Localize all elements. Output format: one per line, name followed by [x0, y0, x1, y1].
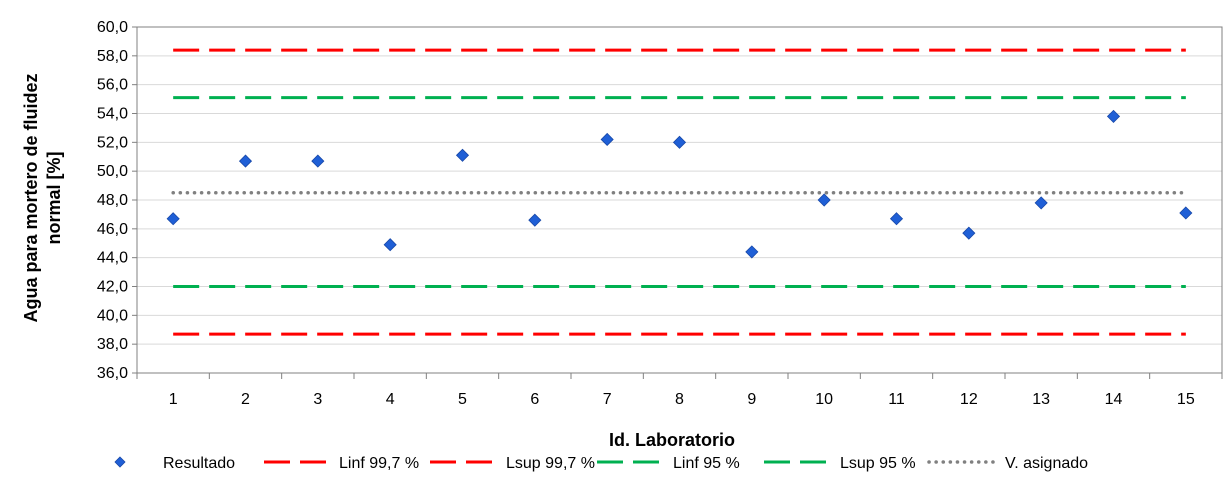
x-tick-label: 14: [1105, 391, 1123, 408]
x-tick-label: 13: [1032, 391, 1050, 408]
y-tick-label: 42,0: [97, 279, 128, 296]
data-point: [528, 213, 542, 227]
y-tick-labels: 36,0 38,0 40,0 42,0 44,0 46,0 48,0 50,0 52,0 54,0…: [97, 19, 128, 382]
data-point: [311, 154, 325, 168]
legend-label-linf-99-7: Linf 99,7 %: [339, 455, 419, 472]
data-point: [745, 245, 759, 259]
x-axis-title: Id. Laboratorio: [609, 430, 735, 450]
y-axis-title-line1: Agua para mortero de fluidez: [21, 73, 41, 322]
y-tick-label: 48,0: [97, 192, 128, 209]
data-point: [600, 132, 614, 147]
x-tick-label: 7: [603, 391, 612, 408]
x-tick-label: 3: [313, 391, 322, 408]
x-tick-label: 15: [1177, 391, 1195, 408]
y-tick-label: 56,0: [97, 77, 128, 94]
legend-label-lsup-95: Lsup 95 %: [840, 455, 916, 472]
y-tick-label: 54,0: [97, 106, 128, 123]
x-tick-label: 6: [530, 391, 539, 408]
x-tick-label: 9: [747, 391, 756, 408]
result-points: [166, 109, 1193, 259]
x-tick-label: 2: [241, 391, 250, 408]
plot-area-border: [136, 26, 1223, 374]
legend: Resultado Linf 99,7 % Lsup 99,7 % Linf 95 %…: [114, 455, 1088, 472]
x-tick-label: 11: [888, 391, 905, 408]
y-tick-label: 38,0: [97, 336, 128, 353]
data-point: [1106, 109, 1121, 123]
y-tick-label: 52,0: [97, 134, 128, 151]
data-point: [238, 154, 253, 168]
data-point: [383, 238, 397, 252]
y-gridlines: [132, 26, 1222, 374]
x-tick-label: 10: [815, 391, 833, 408]
y-axis-title-line2: normal [%]: [44, 151, 64, 244]
y-tick-label: 50,0: [97, 163, 128, 180]
data-point: [672, 135, 687, 149]
legend-label-lsup-99-7: Lsup 99,7 %: [506, 455, 595, 472]
legend-symbol-resultado: [114, 456, 126, 468]
y-tick-label: 46,0: [97, 221, 128, 238]
x-tick-label: 5: [458, 391, 467, 408]
data-point: [455, 148, 470, 162]
data-point: [817, 193, 831, 207]
x-tick-label: 8: [675, 391, 684, 408]
data-point: [166, 212, 180, 226]
x-tick-label: 4: [386, 391, 395, 408]
y-tick-label: 60,0: [97, 19, 128, 36]
legend-label-linf-95: Linf 95 %: [673, 455, 740, 472]
data-point: [1179, 206, 1193, 220]
y-tick-label: 36,0: [97, 365, 128, 382]
reference-lines: [171, 48, 1188, 336]
x-tick-label: 12: [960, 391, 978, 408]
legend-label-v-asignado: V. asignado: [1005, 455, 1088, 472]
y-tick-label: 58,0: [97, 48, 128, 65]
y-tick-label: 40,0: [97, 307, 128, 324]
data-point: [962, 226, 976, 240]
legend-label-resultado: Resultado: [163, 455, 235, 472]
y-tick-label: 44,0: [97, 250, 128, 267]
x-tick-label: 1: [169, 391, 178, 408]
data-point: [889, 212, 904, 226]
data-point: [1034, 196, 1048, 210]
x-tick-labels: 1 2 3 4 5 6 7 8 9 10 11 12 13 14 15: [136, 373, 1223, 408]
